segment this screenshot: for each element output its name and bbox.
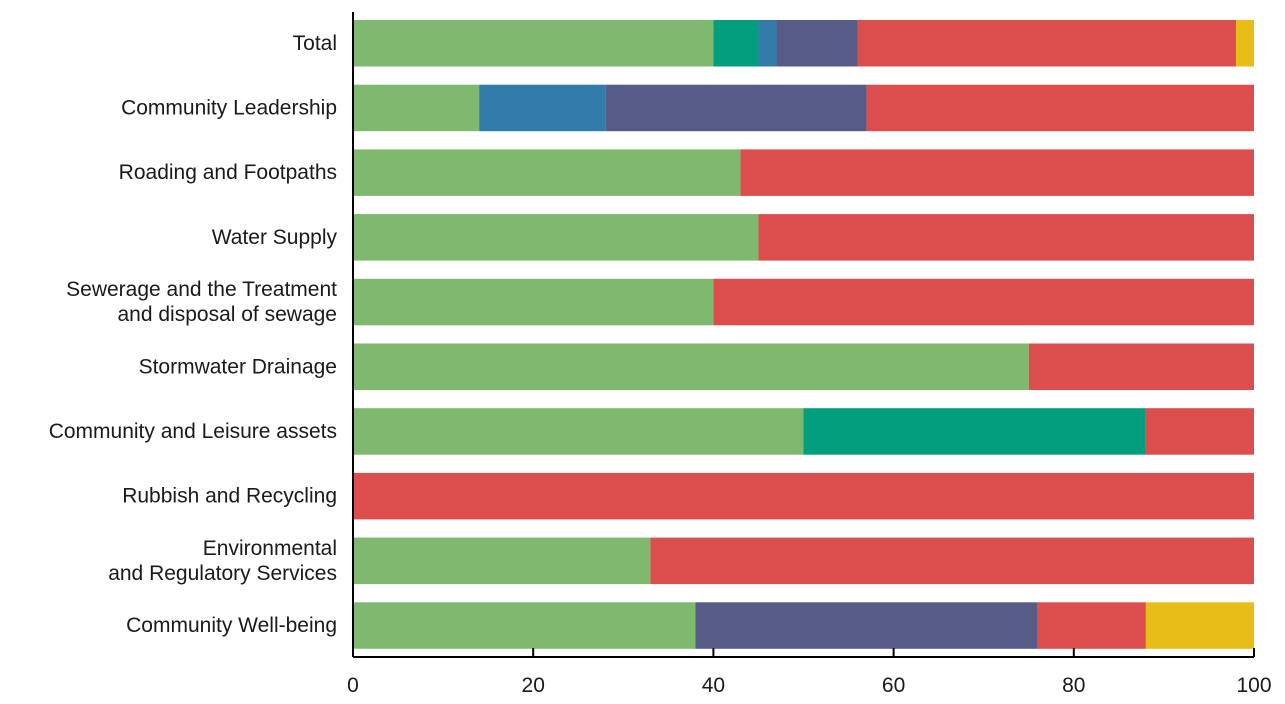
x-tick-label: 40: [702, 674, 725, 697]
bar-segment: [353, 602, 696, 649]
bar-segment: [353, 214, 759, 261]
bar-segment: [1145, 602, 1254, 649]
category-label: Community Well-being: [126, 614, 337, 637]
bar-segment: [713, 20, 759, 67]
bar-segment: [353, 537, 651, 585]
category-label: Community and Leisure assets: [49, 420, 337, 443]
category-label: Water Supply: [212, 226, 338, 249]
category-label: Total: [293, 32, 337, 55]
bar-segment: [695, 602, 1038, 649]
bar-segment: [479, 84, 606, 132]
bar-segment: [605, 84, 867, 132]
bar-segment: [1145, 408, 1254, 455]
category-label: Community Leadership: [121, 96, 337, 119]
x-ticks: 0 20 40 60 80 100: [347, 648, 1272, 697]
bar-segment: [776, 20, 858, 67]
bar-segment: [1235, 20, 1254, 67]
bar-segment: [353, 278, 714, 326]
x-tick-label: 80: [1062, 674, 1085, 697]
bar-segment: [713, 278, 1254, 326]
category-label: and disposal of sewage: [118, 303, 338, 326]
bar-segment: [353, 343, 1029, 390]
bar-segment: [353, 408, 804, 455]
axes: [352, 12, 1254, 658]
x-tick-label: 20: [522, 674, 545, 697]
bar-segment: [857, 20, 1236, 67]
x-tick-label: 100: [1236, 674, 1271, 697]
bar-segment: [1037, 602, 1146, 649]
bar-segment: [353, 84, 480, 132]
bar-segment: [803, 408, 1146, 455]
category-label: Roading and Footpaths: [119, 161, 337, 184]
bar-segment: [758, 20, 777, 67]
bar-segment: [353, 20, 714, 67]
bar-segment: [866, 84, 1254, 132]
bar-segment: [650, 537, 1254, 585]
bar-segment: [353, 472, 1254, 520]
category-label: Rubbish and Recycling: [122, 485, 337, 508]
category-label: Sewerage and the Treatment: [66, 278, 337, 301]
x-tick-label: 0: [347, 674, 359, 697]
bar-segment: [740, 149, 1254, 196]
bar-segment: [353, 149, 741, 196]
bars: [353, 20, 1254, 649]
category-label: Environmental: [203, 537, 337, 560]
x-tick-label: 60: [882, 674, 905, 697]
category-labels: Total Community Leadership Roading and Foo…: [49, 32, 338, 637]
category-label: Stormwater Drainage: [139, 355, 337, 378]
bar-segment: [758, 214, 1254, 261]
category-label: and Regulatory Services: [108, 562, 337, 585]
bar-segment: [1028, 343, 1254, 390]
